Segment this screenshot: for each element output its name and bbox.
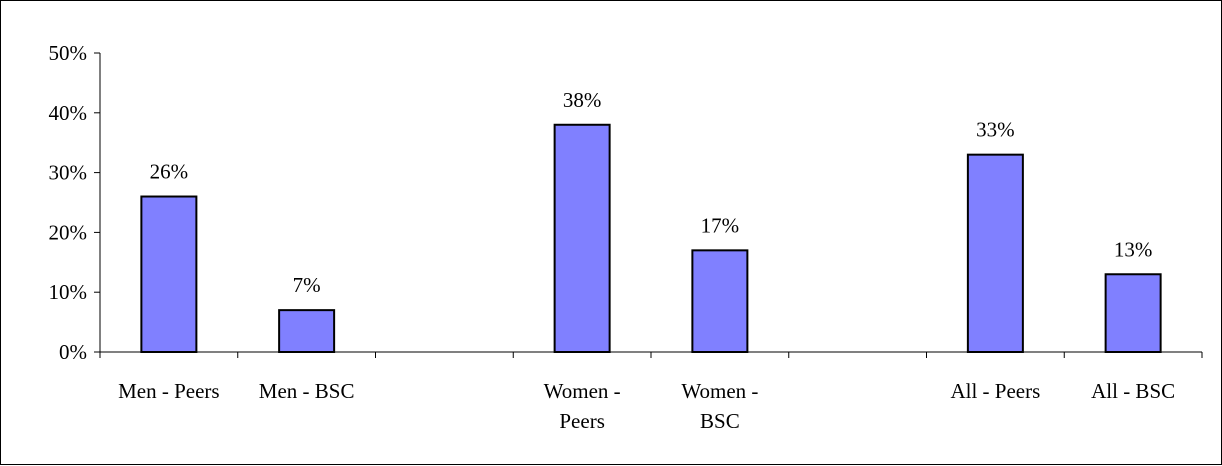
x-category-label: All - BSC [1091, 379, 1175, 403]
data-label: 7% [293, 273, 321, 297]
y-tick-label: 40% [49, 101, 88, 125]
y-tick-label: 20% [49, 220, 88, 244]
data-label: 33% [976, 118, 1015, 142]
x-category-label: All - Peers [950, 379, 1040, 403]
x-category-label: BSC [700, 409, 740, 433]
bar [553, 123, 611, 354]
bar [691, 249, 749, 353]
x-category-label: Peers [559, 409, 605, 433]
bars [140, 123, 1162, 354]
x-axis: Men - Peers Men - BSC Women - Peers Women - B… [99, 351, 1203, 433]
x-category-label: Men - Peers [118, 379, 219, 403]
y-tick-label: 0% [59, 340, 87, 364]
x-category-label: Women - [681, 379, 758, 403]
y-tick-label: 10% [49, 280, 88, 304]
x-category-label: Women - [544, 379, 621, 403]
y-tick-label: 30% [49, 161, 88, 185]
bar [1104, 273, 1162, 354]
x-category-label: Men - BSC [259, 379, 355, 403]
bar [966, 153, 1024, 353]
data-label: 38% [563, 88, 602, 112]
data-labels: 26% 7% 38% 17% 33% 13% [150, 88, 1153, 297]
y-axis: 0% 10% 20% 30% 40% 50% [49, 41, 101, 364]
bar [278, 309, 336, 354]
y-tick-label: 50% [49, 41, 88, 65]
bar [140, 195, 198, 353]
data-label: 13% [1114, 237, 1153, 261]
data-label: 17% [701, 213, 740, 237]
data-label: 26% [150, 160, 189, 184]
